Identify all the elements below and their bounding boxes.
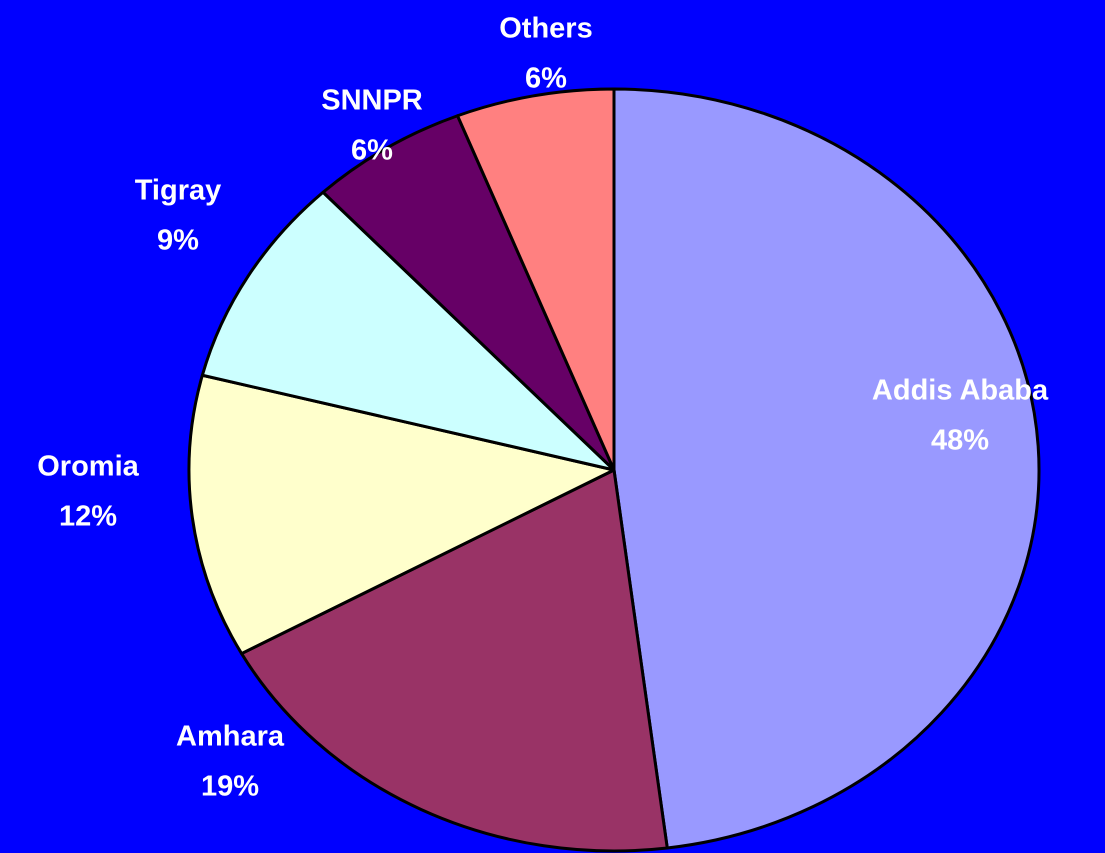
slice-value-label: 9% [157,225,199,257]
slice-value-label: 6% [525,63,567,95]
slice-label: Amhara [176,721,285,753]
pie-slice [456,87,616,472]
slice-label: Oromia [37,451,139,483]
slice-value-label: 6% [351,135,393,167]
pie-slice [240,468,669,853]
slice-label: Addis Ababa [872,375,1049,407]
pie-slice [200,190,616,472]
pie-slice [321,114,616,472]
pie-slice [612,87,1041,850]
slice-label: Tigray [135,175,222,207]
slice-value-label: 19% [201,771,259,803]
pie-slice [187,373,616,656]
slice-value-label: 48% [931,425,989,457]
slice-value-label: 12% [59,501,117,533]
slice-label: SNNPR [321,85,423,117]
slice-label: Others [499,13,592,45]
